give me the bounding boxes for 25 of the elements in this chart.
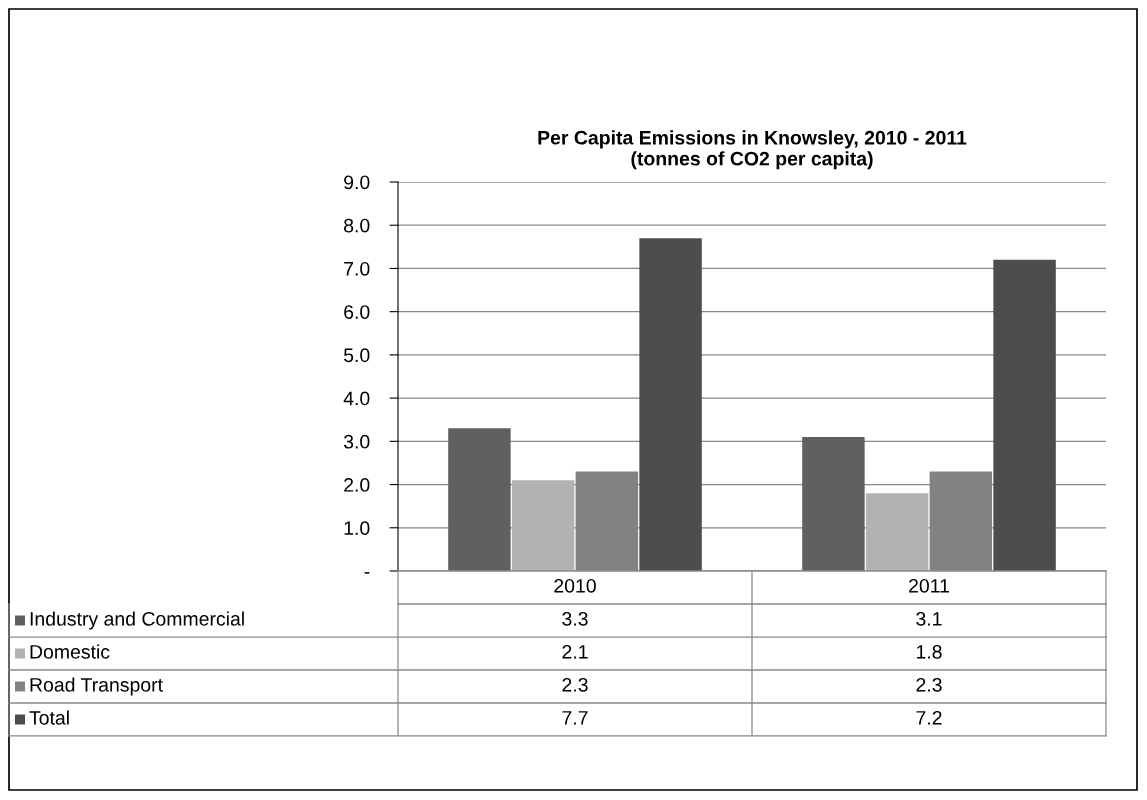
legend-label: Road Transport [30, 677, 163, 696]
y-tick-label: 4.0 [343, 391, 370, 406]
legend-label: Domestic [30, 644, 110, 659]
y-tick-label: 8.0 [344, 218, 370, 233]
data-label: 2.3 [916, 677, 942, 692]
data-label: 2.1 [562, 644, 588, 659]
x-tick-label: 2010 [554, 578, 596, 593]
y-tick-label: 5.0 [343, 348, 370, 363]
data-label: 3.1 [916, 611, 942, 626]
data-label: 7.2 [916, 710, 942, 725]
y-tick-label: 3.0 [343, 434, 370, 449]
data-label: 1.8 [916, 644, 942, 659]
data-label: 3.3 [562, 611, 588, 626]
legend-label: Industry and Commercial [30, 611, 244, 630]
legend-label: Total [29, 710, 69, 725]
y-tick-label: 9.0 [344, 175, 370, 190]
y-tick-label: 2.0 [344, 478, 370, 492]
y-tick-label: 6.0 [344, 305, 370, 319]
x-tick-label: 2011 [909, 578, 949, 593]
y-tick-label: - [364, 572, 370, 574]
data-label: 7.7 [562, 711, 588, 725]
y-tick-label: 1.0 [344, 521, 370, 536]
chart-title: Per Capita Emissions in Knowsley, 2010 - 2011 (tonnes of CO2 per capita) [538, 130, 967, 170]
data-label: 2.3 [562, 677, 588, 692]
y-tick-label: 7.0 [344, 261, 370, 276]
